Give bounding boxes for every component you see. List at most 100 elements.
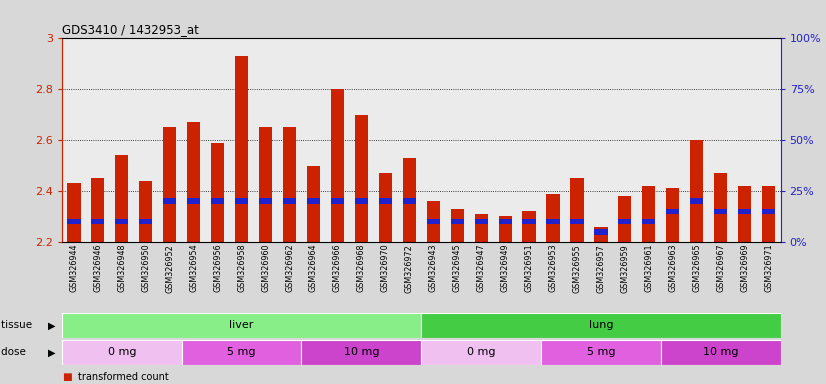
Bar <box>667 209 679 214</box>
Text: 0 mg: 0 mg <box>107 347 136 358</box>
Bar <box>661 340 781 365</box>
Text: 10 mg: 10 mg <box>344 347 379 358</box>
Text: GSM326966: GSM326966 <box>333 244 342 292</box>
Text: GSM326949: GSM326949 <box>501 244 510 293</box>
Bar <box>421 313 781 338</box>
Text: 5 mg: 5 mg <box>227 347 256 358</box>
Bar <box>475 214 487 242</box>
Bar <box>116 219 128 224</box>
Bar <box>259 127 272 242</box>
Text: GSM326967: GSM326967 <box>716 244 725 293</box>
Bar <box>379 173 392 242</box>
Bar <box>451 219 463 224</box>
Text: GSM326946: GSM326946 <box>93 244 102 292</box>
Bar <box>499 219 511 224</box>
Bar <box>714 209 727 214</box>
Bar <box>421 340 541 365</box>
Text: lung: lung <box>589 320 613 331</box>
Text: GSM326958: GSM326958 <box>237 244 246 293</box>
Text: GSM326962: GSM326962 <box>285 244 294 293</box>
Bar <box>571 219 583 224</box>
Text: GSM326955: GSM326955 <box>572 244 582 293</box>
Bar <box>211 199 224 204</box>
Text: ▶: ▶ <box>48 320 55 331</box>
Text: GSM326965: GSM326965 <box>692 244 701 293</box>
Text: GSM326953: GSM326953 <box>548 244 558 293</box>
Bar <box>738 186 751 242</box>
Bar <box>541 340 661 365</box>
Text: GSM326970: GSM326970 <box>381 244 390 293</box>
Text: GSM326963: GSM326963 <box>668 244 677 292</box>
Bar <box>211 143 224 242</box>
Text: 0 mg: 0 mg <box>467 347 496 358</box>
Bar <box>283 127 296 242</box>
Text: 10 mg: 10 mg <box>703 347 738 358</box>
Bar <box>259 199 272 204</box>
Text: GSM326952: GSM326952 <box>165 244 174 293</box>
Text: GSM326950: GSM326950 <box>141 244 150 293</box>
Bar <box>116 156 128 242</box>
Bar <box>188 199 200 204</box>
Text: GSM326971: GSM326971 <box>764 244 773 293</box>
Bar <box>62 313 421 338</box>
Bar <box>140 181 152 242</box>
Text: GSM326944: GSM326944 <box>69 244 78 292</box>
Bar <box>738 209 751 214</box>
Bar <box>355 199 368 204</box>
Bar <box>182 340 301 365</box>
Text: GSM326956: GSM326956 <box>213 244 222 293</box>
Text: GSM326957: GSM326957 <box>596 244 605 293</box>
Bar <box>379 199 392 204</box>
Bar <box>571 178 583 242</box>
Text: GSM326954: GSM326954 <box>189 244 198 293</box>
Text: GSM326943: GSM326943 <box>429 244 438 292</box>
Text: GSM326972: GSM326972 <box>405 244 414 293</box>
Text: ■: ■ <box>62 372 72 382</box>
Bar <box>523 219 535 224</box>
Bar <box>283 199 296 204</box>
Bar <box>691 140 703 242</box>
Text: ▶: ▶ <box>48 347 55 358</box>
Text: liver: liver <box>230 320 254 331</box>
Text: GSM326959: GSM326959 <box>620 244 629 293</box>
Bar <box>451 209 463 242</box>
Bar <box>427 219 439 224</box>
Text: GSM326951: GSM326951 <box>525 244 534 293</box>
Bar <box>714 173 727 242</box>
Bar <box>427 201 439 242</box>
Bar <box>475 219 487 224</box>
Bar <box>68 184 80 242</box>
Bar <box>403 199 415 204</box>
Bar <box>762 209 775 214</box>
Bar <box>355 115 368 242</box>
Text: dose: dose <box>1 347 29 358</box>
Text: GSM326960: GSM326960 <box>261 244 270 292</box>
Bar <box>140 219 152 224</box>
Text: GSM326947: GSM326947 <box>477 244 486 293</box>
Bar <box>619 196 631 242</box>
Bar <box>643 219 655 224</box>
Bar <box>62 340 182 365</box>
Bar <box>523 212 535 242</box>
Text: GSM326948: GSM326948 <box>117 244 126 292</box>
Bar <box>92 178 104 242</box>
Bar <box>188 122 200 242</box>
Bar <box>235 199 248 204</box>
Bar <box>301 340 421 365</box>
Bar <box>68 219 80 224</box>
Bar <box>164 199 176 204</box>
Bar <box>403 158 415 242</box>
Bar <box>691 199 703 204</box>
Bar <box>164 127 176 242</box>
Text: GSM326968: GSM326968 <box>357 244 366 292</box>
Text: GSM326969: GSM326969 <box>740 244 749 293</box>
Bar <box>92 219 104 224</box>
Bar <box>331 89 344 242</box>
Bar <box>307 199 320 204</box>
Bar <box>762 186 775 242</box>
Text: tissue: tissue <box>1 320 36 331</box>
Text: transformed count: transformed count <box>78 372 169 382</box>
Bar <box>595 227 607 242</box>
Bar <box>499 217 511 242</box>
Text: GSM326945: GSM326945 <box>453 244 462 293</box>
